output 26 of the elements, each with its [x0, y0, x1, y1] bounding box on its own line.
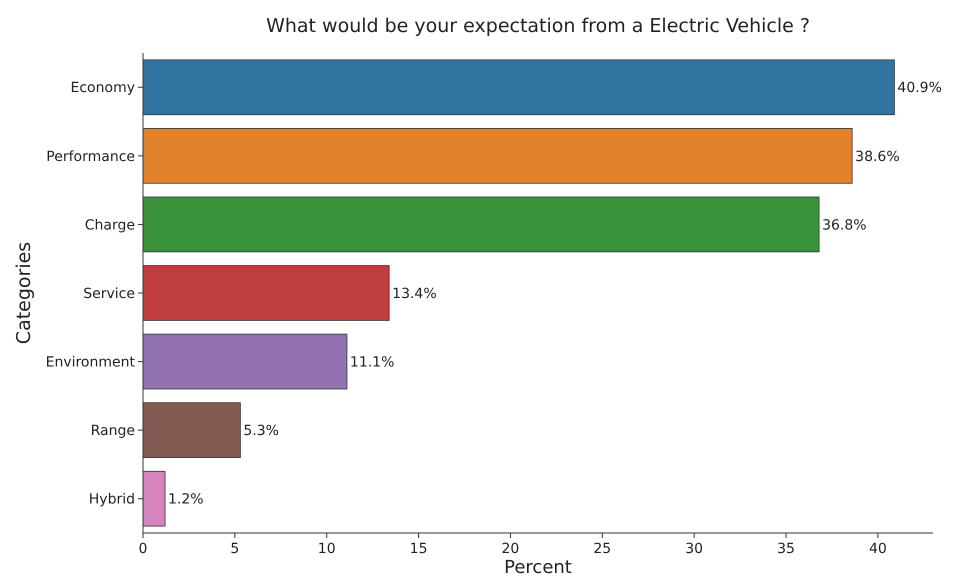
- y-tick-label: Charge: [84, 217, 135, 234]
- x-tick-label: 0: [138, 541, 148, 557]
- x-tick-label: 10: [318, 541, 336, 557]
- y-tick-label: Range: [90, 423, 135, 440]
- x-tick-label: 15: [410, 541, 428, 557]
- data-label: 38.6%: [855, 148, 900, 165]
- y-tick-label: Performance: [46, 148, 135, 165]
- x-tick-label: 30: [685, 541, 704, 557]
- x-tick-label: 5: [230, 541, 240, 557]
- data-label: 11.1%: [350, 354, 394, 370]
- y-tick-label: Environment: [46, 354, 136, 370]
- y-axis-title: Categories: [13, 242, 35, 344]
- data-label: 1.2%: [168, 492, 204, 508]
- x-tick-label: 20: [502, 541, 520, 557]
- data-label: 13.4%: [392, 286, 437, 302]
- data-label: 5.3%: [243, 423, 279, 440]
- x-tick-label: 35: [777, 541, 795, 557]
- x-axis-title: Percent: [504, 557, 572, 578]
- x-tick-label: 25: [593, 541, 612, 557]
- y-tick-label: Service: [83, 286, 135, 302]
- y-tick-label: Economy: [70, 80, 135, 96]
- data-label: 40.9%: [897, 80, 942, 96]
- data-label: 36.8%: [822, 217, 867, 234]
- y-tick-label: Hybrid: [88, 492, 135, 508]
- chart-title: What would be your expectation from a Electric Vehicle ?: [266, 15, 810, 37]
- x-tick-label: 40: [868, 541, 887, 557]
